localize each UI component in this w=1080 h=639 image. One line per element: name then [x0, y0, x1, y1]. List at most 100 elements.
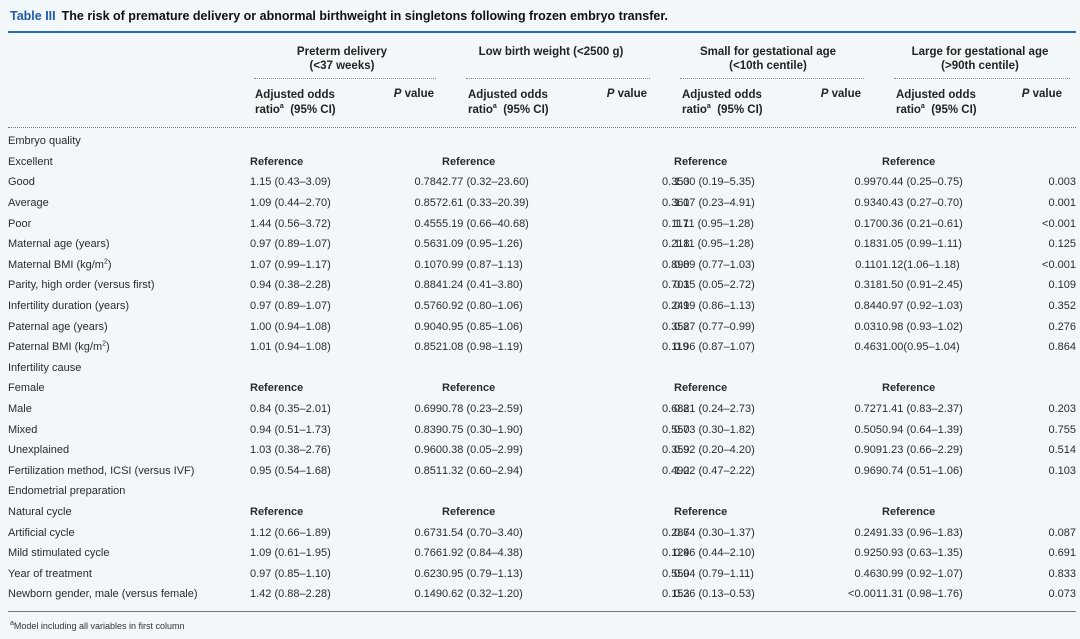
p-value-cell: 0.833 — [1048, 567, 1076, 580]
p-value-cell: 0.576 — [414, 300, 442, 313]
reference-cell: Reference — [250, 155, 304, 168]
odds-ratio-cell: 0.73 (0.30–1.82) — [674, 423, 755, 436]
p-value-cell: 0.864 — [1048, 341, 1076, 354]
odds-ratio-cell: 0.97 (0.92–1.03) — [882, 300, 963, 313]
p-value-cell: 0.550 — [662, 423, 690, 436]
table-row: Mild stimulated cycle 1.09 (0.61–1.95) 0.7… — [8, 543, 1076, 564]
p-value-cell: 0.463 — [854, 567, 882, 580]
odds-ratio-cell: 0.95 (0.54–1.68) — [250, 464, 331, 477]
odds-ratio-cell: 1.01 (0.94–1.08) — [250, 341, 331, 354]
reference-cell: Reference — [882, 382, 936, 395]
results-table: Embryo quality Excellent Reference Referenc… — [8, 131, 1076, 605]
odds-ratio-cell: 1.33 (0.96–1.83) — [882, 526, 963, 539]
p-value-cell: 0.844 — [854, 300, 882, 313]
header-rule — [8, 127, 1076, 128]
row-label: Artificial cycle — [8, 526, 75, 539]
reference-cell: Reference — [674, 155, 728, 168]
group-rule-small-ga — [680, 78, 864, 79]
p-value-cell: 0.109 — [1048, 279, 1076, 292]
row-label: Mixed — [8, 423, 38, 436]
row-label: Male — [8, 403, 32, 416]
odds-ratio-cell: 0.94 (0.51–1.73) — [250, 423, 331, 436]
odds-ratio-cell: 1.12 (0.66–1.89) — [250, 526, 331, 539]
p-value-cell: 0.353 — [662, 176, 690, 189]
p-value-cell: 0.241 — [662, 300, 690, 313]
p-value-cell: 0.884 — [414, 279, 442, 292]
odds-ratio-cell: 1.12(1.06–1.18) — [882, 258, 960, 271]
p-value-cell: 0.352 — [662, 320, 690, 333]
p-value-cell: 0.514 — [1048, 444, 1076, 457]
p-value-cell: 0.149 — [414, 588, 442, 601]
section-row: Embryo quality — [8, 131, 1076, 152]
odds-ratio-cell: 0.92 (0.80–1.06) — [442, 300, 523, 313]
odds-ratio-cell: 0.96 (0.44–2.10) — [674, 547, 755, 560]
odds-ratio-cell: 1.41 (0.83–2.37) — [882, 403, 963, 416]
table-row: Fertilization method, ICSI (versus IVF) 0… — [8, 461, 1076, 482]
p-value-cell: 0.691 — [1048, 547, 1076, 560]
p-value-cell: 0.170 — [854, 217, 882, 230]
group-rule-large-ga — [894, 78, 1070, 79]
odds-ratio-cell: 0.36 (0.21–0.61) — [882, 217, 963, 230]
row-label: Natural cycle — [8, 505, 72, 518]
odds-ratio-cell: 1.31 (0.98–1.76) — [882, 588, 963, 601]
odds-ratio-cell: 0.75 (0.30–1.90) — [442, 423, 523, 436]
reference-cell: Reference — [442, 505, 496, 518]
p-value-cell: 0.960 — [414, 444, 442, 457]
subheader-p-value: P value — [606, 88, 647, 100]
p-value-cell: 0.857 — [414, 197, 442, 210]
row-label: Maternal BMI (kg/m2) — [8, 258, 112, 271]
p-value-cell: 0.673 — [414, 526, 442, 539]
p-value-cell: 0.287 — [662, 526, 690, 539]
p-value-cell: 0.852 — [414, 341, 442, 354]
reference-row: Natural cycle Reference Reference Reference… — [8, 502, 1076, 523]
p-value-cell: 0.031 — [854, 320, 882, 333]
odds-ratio-cell: 0.98 (0.93–1.02) — [882, 320, 963, 333]
reference-cell: Reference — [442, 382, 496, 395]
p-value-cell: 0.727 — [854, 403, 882, 416]
reference-cell: Reference — [250, 382, 304, 395]
p-value-cell: 0.117 — [662, 217, 689, 230]
odds-ratio-cell: 0.95 (0.85–1.06) — [442, 320, 523, 333]
table-row: Maternal age (years) 0.97 (0.89–1.07) 0.56… — [8, 234, 1076, 255]
table-row: Mixed 0.94 (0.51–1.73) 0.839 0.75 (0.30–1.9… — [8, 419, 1076, 440]
p-value-cell: 0.851 — [414, 464, 442, 477]
p-value-cell: 0.701 — [662, 279, 690, 292]
odds-ratio-cell: 0.92 (0.20–4.20) — [674, 444, 755, 457]
p-value-cell: 0.909 — [854, 444, 882, 457]
odds-ratio-cell: 1.11 (0.95–1.28) — [674, 238, 754, 251]
p-value-cell: 0.784 — [414, 176, 442, 189]
p-value-cell: 0.550 — [662, 567, 690, 580]
odds-ratio-cell: 1.09 (0.95–1.26) — [442, 238, 523, 251]
odds-ratio-cell: 0.99 (0.92–1.07) — [882, 567, 963, 580]
p-value-cell: 0.699 — [414, 403, 442, 416]
table-row: Maternal BMI (kg/m2) 1.07 (0.99–1.17) 0.10… — [8, 255, 1076, 276]
p-value-cell: <0.001 — [1042, 217, 1076, 230]
p-value-cell: 0.563 — [414, 238, 442, 251]
odds-ratio-cell: 0.44 (0.25–0.75) — [882, 176, 963, 189]
results-table-body: Embryo quality Excellent Reference Referenc… — [8, 131, 1076, 605]
reference-cell: Reference — [674, 505, 728, 518]
p-value-cell: 0.359 — [662, 444, 690, 457]
top-rule — [8, 31, 1076, 33]
p-value-cell: 0.934 — [854, 197, 882, 210]
subheader-p-value: P value — [393, 88, 434, 100]
row-label: Fertilization method, ICSI (versus IVF) — [8, 464, 195, 477]
odds-ratio-cell: 0.35 (0.05–2.72) — [674, 279, 755, 292]
odds-ratio-cell: 1.44 (0.56–3.72) — [250, 217, 331, 230]
table-row: Male 0.84 (0.35–2.01) 0.699 0.78 (0.23–2.59… — [8, 399, 1076, 420]
odds-ratio-cell: 0.26 (0.13–0.53) — [674, 588, 755, 601]
odds-ratio-cell: 0.99 (0.87–1.13) — [442, 258, 523, 271]
odds-ratio-cell: 0.89 (0.77–1.03) — [674, 258, 755, 271]
p-value-cell: 0.107 — [414, 258, 442, 271]
p-value-cell: 0.125 — [1048, 238, 1076, 251]
odds-ratio-cell: 0.99 (0.86–1.13) — [674, 300, 755, 313]
row-label: Endometrial preparation — [8, 485, 126, 498]
table-row: Good 1.15 (0.43–3.09) 0.784 2.77 (0.32–23.6… — [8, 172, 1076, 193]
row-label: Paternal BMI (kg/m2) — [8, 340, 110, 354]
table-row: Parity, high order (versus first) 0.94 (0… — [8, 275, 1076, 296]
odds-ratio-cell: 1.32 (0.60–2.94) — [442, 464, 523, 477]
odds-ratio-cell: 0.74 (0.51–1.06) — [882, 464, 963, 477]
reference-cell: Reference — [674, 382, 728, 395]
group-rule-preterm — [254, 78, 436, 79]
odds-ratio-cell: 0.97 (0.85–1.10) — [250, 567, 331, 580]
